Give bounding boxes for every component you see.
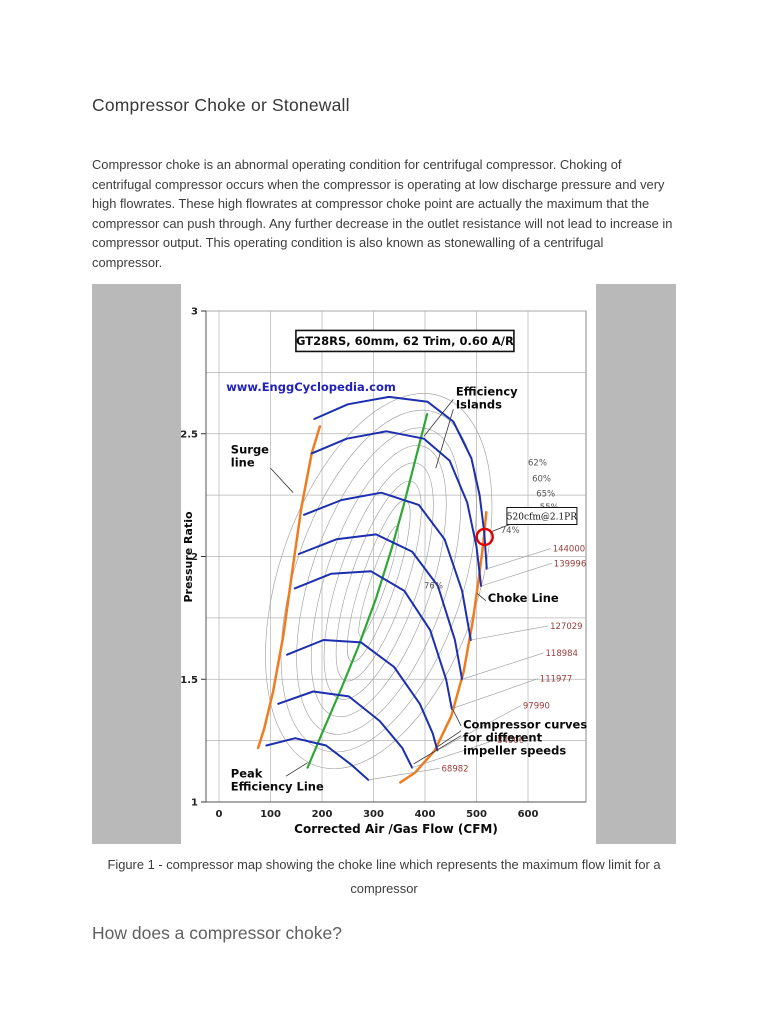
leader-line xyxy=(423,398,454,437)
y-tick-label: 2.5 xyxy=(181,429,198,440)
speed-leader-line xyxy=(481,562,552,586)
figure-compressor-map: 0 100 200 300 400 500 600 1 1.5 2 2.5 3 144000 139996… xyxy=(92,283,676,844)
leader-line xyxy=(476,592,487,601)
y-axis-title: Pressure Ratio xyxy=(182,511,195,603)
speed-curve-97990 xyxy=(286,638,439,751)
speed-leader-line xyxy=(470,625,549,640)
y-tick-label: 1 xyxy=(191,797,198,808)
chart-title: GT28RS, 60mm, 62 Trim, 0.60 A/R xyxy=(296,334,514,348)
speed-label: 139996 xyxy=(554,559,586,569)
efficiency-label: 76% xyxy=(424,581,443,591)
x-tick-label: 500 xyxy=(466,809,487,820)
x-tick-label: 600 xyxy=(518,809,539,820)
x-axis-title: Corrected Air /Gas Flow (CFM) xyxy=(294,822,498,836)
speed-curve-139996 xyxy=(310,429,483,587)
section-heading: How does a compressor choke? xyxy=(92,922,342,943)
speed-leader-line xyxy=(451,677,538,709)
leader-line xyxy=(270,467,294,493)
speed-label: 127029 xyxy=(550,621,582,631)
x-tick-label: 400 xyxy=(415,809,436,820)
y-tick-label: 2 xyxy=(191,552,198,563)
efficiency-label: 74% xyxy=(501,526,520,536)
speed-leader-line xyxy=(412,739,496,768)
chart-annotation: Efficiency xyxy=(456,384,518,398)
speed-label: 68982 xyxy=(442,764,469,774)
leader-line xyxy=(451,706,462,726)
speed-label: 144000 xyxy=(553,544,585,554)
figure-right-margin xyxy=(596,283,676,844)
speed-curve-84006 xyxy=(277,690,414,769)
chart-annotation: Compressor curves xyxy=(463,717,587,731)
speed-label: 111977 xyxy=(540,674,572,684)
x-tick-label: 200 xyxy=(312,809,333,820)
chart-annotation: Peak xyxy=(231,766,263,780)
speed-leader-line xyxy=(368,767,440,780)
figure-left-margin xyxy=(92,283,181,844)
speed-label: 84006 xyxy=(497,736,524,746)
compressor-chart-svg: 0 100 200 300 400 500 600 1 1.5 2 2.5 3 144000 139996… xyxy=(181,283,596,844)
speed-leader-line xyxy=(486,547,551,569)
chart-annotation: Surge xyxy=(231,442,269,456)
speed-curve-68982 xyxy=(265,736,370,781)
efficiency-label: 62% xyxy=(528,458,547,468)
efficiency-label: 65% xyxy=(536,489,555,499)
chart-annotation: Choke Line xyxy=(488,590,559,604)
speed-curve-111977 xyxy=(293,569,453,710)
choke-line xyxy=(399,510,488,784)
leader-line xyxy=(285,761,308,777)
chart-annotation: impeller speeds xyxy=(463,743,566,757)
y-tick-label: 3 xyxy=(191,306,198,317)
x-tick-label: 0 xyxy=(216,809,223,820)
choke-point-marker xyxy=(475,527,494,546)
speed-leader-line xyxy=(437,705,521,751)
document-content: Compressor Choke or Stonewall Compressor… xyxy=(92,95,676,943)
speed-leader-line xyxy=(462,652,544,680)
choke-callout-text: 520cfm@2.1PR xyxy=(507,512,577,522)
page-title: Compressor Choke or Stonewall xyxy=(92,95,350,115)
efficiency-contour xyxy=(323,462,434,700)
speed-curve-127029 xyxy=(303,491,472,641)
leader-line xyxy=(413,734,462,764)
chart-annotation: Islands xyxy=(456,397,502,411)
leader-line xyxy=(435,408,454,468)
y-tick-label: 1.5 xyxy=(181,674,198,685)
speed-label: 118984 xyxy=(546,648,578,658)
x-tick-label: 100 xyxy=(260,809,281,820)
choke-callout-box xyxy=(506,506,578,525)
figure-caption: Figure 1 - compressor map showing the ch… xyxy=(107,856,661,896)
speed-label: 97990 xyxy=(523,701,550,711)
speed-curve-144000 xyxy=(313,395,488,570)
x-tick-label: 300 xyxy=(363,809,384,820)
surge-line xyxy=(256,424,322,749)
efficiency-contour xyxy=(310,444,447,717)
leader-line xyxy=(437,730,462,747)
efficiency-label: 60% xyxy=(532,474,551,484)
chart-annotation: Efficiency Line xyxy=(231,779,324,793)
intro-paragraph: Compressor choke is an abnormal operatin… xyxy=(92,157,673,270)
watermark-link: www.EnggCyclopedia.com xyxy=(226,380,396,394)
chart-annotation: for different xyxy=(463,730,543,744)
chart-title-box xyxy=(295,329,515,352)
speed-curve-118984 xyxy=(297,532,464,680)
peak-efficiency-line xyxy=(306,412,429,769)
chart-annotation: line xyxy=(231,455,255,469)
